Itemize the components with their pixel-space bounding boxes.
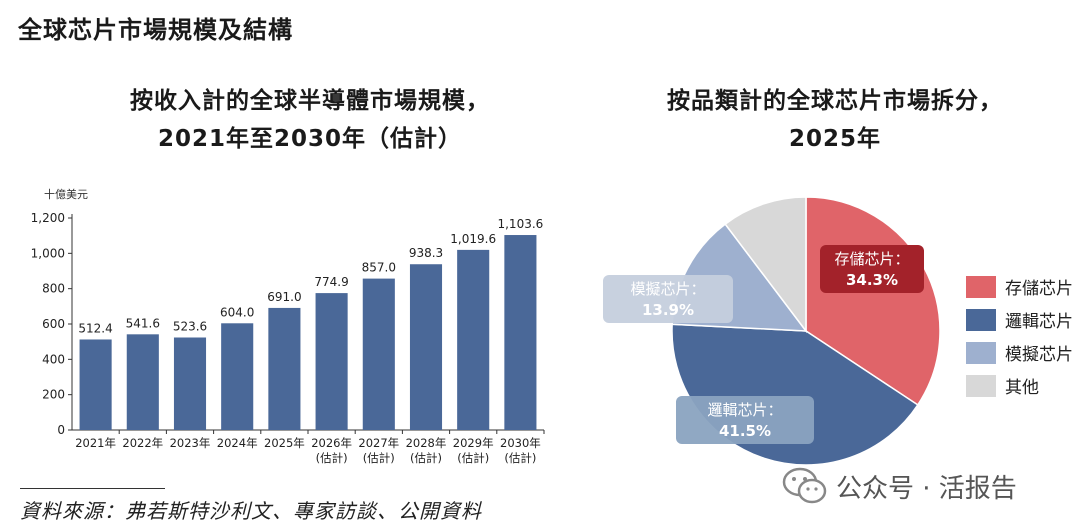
y-tick-label: 800 [42,282,65,296]
y-tick-label: 400 [42,352,65,366]
legend-label: 存儲芯片 [1005,279,1073,299]
x-tick-note: (估計) [504,451,536,465]
bar [362,278,395,430]
x-tick-label: 2029年 [453,436,494,450]
legend-item: 其他 [966,369,1073,402]
pie-slice-label: 存儲芯片： [834,250,909,268]
bar-value-label: 1,019.6 [450,232,496,246]
source-note: 資料來源：弗若斯特沙利文、專家訪談、公開資料 [20,499,482,523]
pie-slice-value: 41.5% [719,422,771,440]
pie-chart-title-line1: 按品類計的全球芯片市場拆分， [667,88,1003,114]
wechat-icon [782,467,827,504]
x-tick-note: (估計) [457,451,489,465]
y-tick-label: 600 [42,317,65,331]
bar-chart-title: 按收入計的全球半導體市場規模， 2021年至2030年（估計） [40,82,580,158]
pie-label-box [820,245,924,293]
y-tick-label: 0 [57,423,65,437]
bar [173,337,207,430]
x-tick-label: 2030年 [500,436,541,450]
bar-value-label: 857.0 [362,261,396,275]
x-tick-label: 2027年 [358,436,399,450]
watermark: 公众号 · 活报告 [782,466,1017,506]
bar-value-label: 512.4 [78,321,112,335]
pie-slice-label: 邏輯芯片： [707,401,782,419]
x-tick-note: (估計) [410,451,442,465]
bar [79,339,112,430]
bar-value-label: 774.9 [314,275,348,289]
footer-divider [20,488,165,489]
bar-value-label: 1,103.6 [497,217,543,231]
legend-item: 存儲芯片 [966,270,1073,303]
bar-value-label: 541.6 [126,316,160,330]
bar-value-label: 691.0 [267,290,301,304]
x-tick-note: (估計) [316,451,348,465]
legend-swatch [966,374,996,397]
bar [268,307,301,430]
bar [457,249,490,430]
pie-slice [724,196,807,334]
x-tick-label: 2024年 [217,436,258,450]
bar-chart-title-line2: 2021年至2030年（估計） [157,126,463,152]
bar [126,334,159,430]
legend-swatch [966,308,996,331]
legend-swatch [966,275,996,298]
pie-slice-value: 34.3% [846,271,898,289]
bar-value-label: 523.6 [173,319,207,333]
bar-value-label: 938.3 [409,246,443,260]
pie-legend: 存儲芯片邏輯芯片模擬芯片其他 [966,270,1073,402]
legend-swatch [966,341,996,364]
bar [315,293,348,430]
x-tick-label: 2023年 [170,436,211,450]
bar [504,235,537,430]
x-tick-note: (估計) [363,451,395,465]
x-tick-label: 2026年 [311,436,352,450]
pie-slice-label: 模擬芯片： [630,280,705,298]
legend-label: 邏輯芯片 [1005,312,1073,332]
legend-item: 邏輯芯片 [966,303,1073,336]
legend-label: 其他 [1005,378,1039,398]
bar-chart-title-line1: 按收入計的全球半導體市場規模， [130,88,490,114]
page-title: 全球芯片市場規模及結構 [18,16,293,44]
watermark-text: 公众号 · 活报告 [836,473,1017,504]
pie-chart-title: 按品類計的全球芯片市場拆分， 2025年 [610,82,1060,158]
pie-label-box [676,396,814,444]
pie-slice-value: 13.9% [642,301,694,319]
pie-chart-title-line2: 2025年 [788,126,881,152]
x-tick-label: 2028年 [406,436,447,450]
bar-value-label: 604.0 [220,305,254,319]
y-tick-label: 1,200 [31,211,65,225]
bar [409,264,443,430]
y-tick-label: 1,000 [31,246,65,260]
bar [221,323,254,430]
legend-label: 模擬芯片 [1005,345,1073,365]
pie-label-box [603,275,733,323]
y-axis-unit: 十億美元 [44,188,88,201]
legend-item: 模擬芯片 [966,336,1073,369]
x-tick-label: 2022年 [122,436,163,450]
x-tick-label: 2021年 [75,436,116,450]
y-tick-label: 200 [42,388,65,402]
x-tick-label: 2025年 [264,436,305,450]
